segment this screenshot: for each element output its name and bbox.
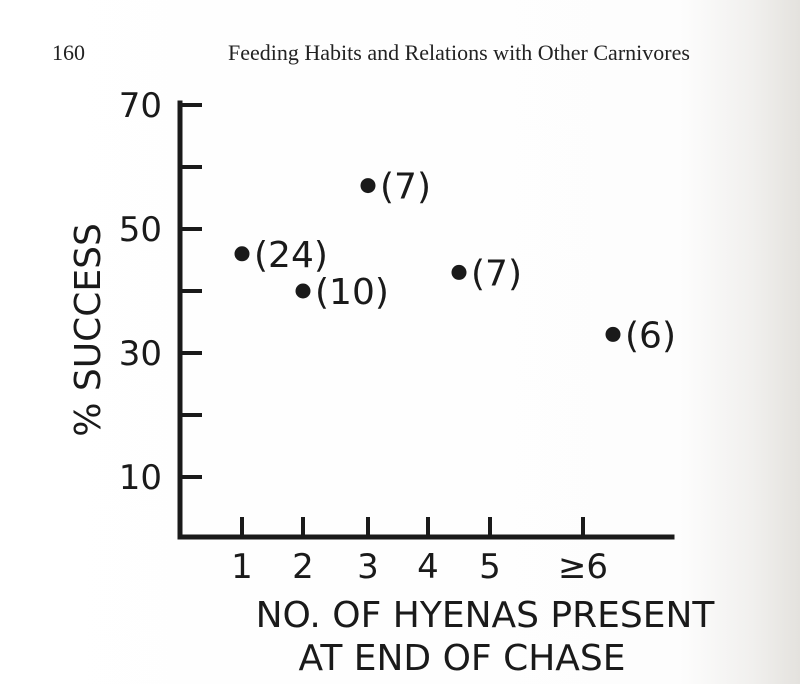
y-tick-label-30: 30 [119,334,162,374]
data-point-4 [451,264,467,280]
data-point-5 [605,326,621,342]
data-point-label-4: (7) [471,253,522,294]
running-head: Feeding Habits and Relations with Other … [228,40,690,65]
x-axis-title-line-2: AT END OF CHASE [298,638,625,679]
x-tick-label-2: 2 [292,547,314,587]
x-tick-label-6: ≥6 [558,547,608,587]
data-points: (24)(10) (7) (7) (6) [234,167,676,356]
y-axis-title: % SUCCESS [68,223,109,437]
data-point-label-5: (6) [625,315,676,356]
data-point-label-2: (10) [315,272,389,313]
x-tick-label-1: 1 [231,547,253,587]
data-point-label-1: (24) [254,235,328,276]
data-point-label-3: (7) [380,167,431,208]
data-point-3 [360,178,376,194]
y-tick-label-70: 70 [119,86,162,126]
x-tick-label-5: 5 [479,547,501,587]
x-tick-label-3: 3 [357,547,379,587]
y-tick-label-50: 50 [119,210,162,250]
data-point-1 [234,246,250,262]
y-axis-ticks: 10 30 50 70 [119,86,202,498]
x-axis-title-line-1: NO. OF HYENAS PRESENT [256,595,716,636]
x-axis-ticks: 1 2 3 4 5 ≥6 [231,517,608,587]
x-tick-label-4: 4 [417,547,439,587]
page-number: 160 [52,40,85,65]
y-tick-label-10: 10 [119,458,162,498]
data-point-2 [295,283,311,299]
